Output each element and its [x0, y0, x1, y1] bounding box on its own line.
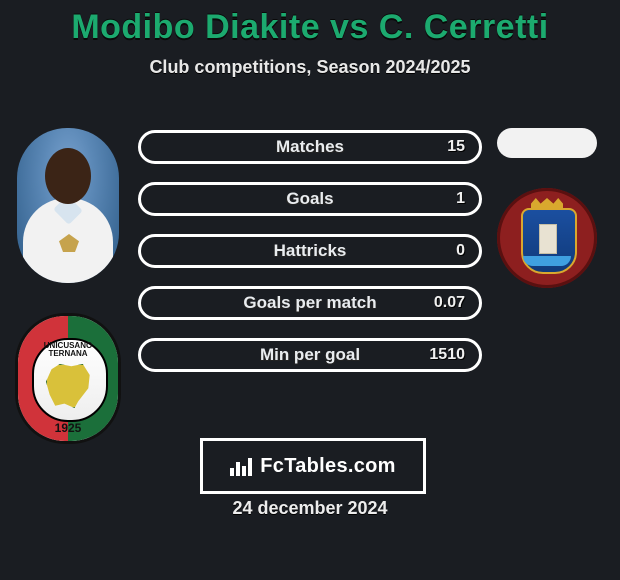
- stat-label: Hattricks: [141, 241, 479, 261]
- right-club-badge: [497, 188, 597, 288]
- stat-right-value: 1: [435, 185, 465, 213]
- page-title: Modibo Diakite vs C. Cerretti: [0, 8, 620, 47]
- left-player-photo: [17, 128, 119, 283]
- bar-chart-icon: [230, 456, 254, 476]
- stat-label: Min per goal: [141, 345, 479, 365]
- left-column: UNICUSANO TERNANA 1925: [8, 128, 128, 444]
- comparison-card: Modibo Diakite vs C. Cerretti Club compe…: [0, 8, 620, 580]
- stat-row-matches: Matches 15: [138, 130, 482, 164]
- stat-row-min-per-goal: Min per goal 1510: [138, 338, 482, 372]
- stats-container: Matches 15 Goals 1 Hattricks 0 Goals per…: [138, 130, 482, 372]
- brand-box: FcTables.com: [200, 438, 426, 494]
- stat-label: Goals per match: [141, 293, 479, 313]
- left-club-banner: UNICUSANO TERNANA: [36, 342, 100, 359]
- stat-right-value: 15: [435, 133, 465, 161]
- stat-left-value: [153, 237, 183, 265]
- stat-label: Matches: [141, 137, 479, 157]
- stat-row-goals-per-match: Goals per match 0.07: [138, 286, 482, 320]
- left-club-banner-bottom: TERNANA: [48, 349, 87, 358]
- stat-left-value: [153, 133, 183, 161]
- season-subtitle: Club competitions, Season 2024/2025: [0, 57, 620, 78]
- right-club-tower-icon: [539, 224, 557, 254]
- left-player-head: [45, 148, 91, 204]
- stat-right-value: 1510: [429, 341, 465, 369]
- right-column: [492, 128, 602, 288]
- right-player-photo-placeholder: [497, 128, 597, 158]
- stat-right-value: 0: [435, 237, 465, 265]
- generated-date: 24 december 2024: [0, 498, 620, 519]
- left-club-year: 1925: [18, 421, 118, 435]
- stat-label: Goals: [141, 189, 479, 209]
- stat-left-value: [153, 341, 183, 369]
- stat-row-goals: Goals 1: [138, 182, 482, 216]
- stat-row-hattricks: Hattricks 0: [138, 234, 482, 268]
- stat-left-value: [153, 289, 183, 317]
- stat-right-value: 0.07: [434, 289, 465, 317]
- stat-left-value: [153, 185, 183, 213]
- left-club-badge: UNICUSANO TERNANA 1925: [15, 313, 121, 444]
- brand-text: FcTables.com: [260, 455, 396, 478]
- right-club-wave-icon: [523, 256, 571, 266]
